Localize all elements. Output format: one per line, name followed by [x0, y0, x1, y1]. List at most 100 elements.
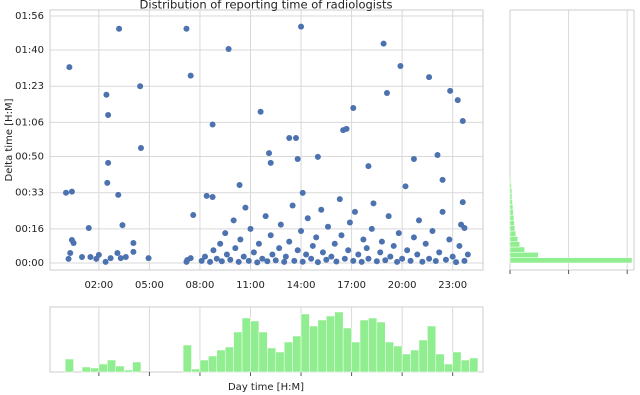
scatter-point	[145, 255, 152, 262]
hist-bar	[267, 347, 277, 373]
scatter-point	[217, 240, 224, 247]
scatter-point	[368, 225, 375, 232]
scatter-point	[429, 228, 436, 235]
scatter-point	[345, 247, 352, 254]
hist-bar	[208, 355, 218, 373]
scatter-point	[102, 258, 109, 265]
hist-bar	[509, 209, 514, 216]
y-tick-label: 01:40	[15, 45, 44, 56]
hist-bar	[509, 188, 513, 195]
scatter-point	[390, 242, 397, 249]
hist-bar	[115, 365, 125, 373]
scatter-point	[237, 236, 244, 243]
y-tick-label: 01:23	[15, 81, 44, 92]
scatter-point	[426, 255, 433, 262]
scatter-point	[318, 206, 325, 213]
scatter-point	[422, 240, 429, 247]
scatter-point	[230, 217, 237, 224]
hist-bar	[401, 353, 411, 373]
scatter-point	[289, 202, 296, 209]
scatter-point	[292, 134, 299, 141]
hist-bar	[317, 319, 327, 373]
scatter-point	[404, 247, 411, 254]
scatter-point	[341, 255, 348, 262]
scatter-point	[66, 64, 73, 71]
right-hist-frame	[509, 9, 635, 271]
hist-bar	[359, 319, 369, 373]
scatter-point	[331, 240, 338, 247]
scatter-point	[130, 248, 137, 255]
scatter-point	[350, 257, 357, 264]
scatter-point	[458, 221, 465, 228]
scatter-point	[453, 259, 460, 266]
scatter-point	[105, 111, 112, 118]
scatter-point	[415, 217, 422, 224]
scatter-point	[446, 236, 453, 243]
scatter-point	[242, 204, 249, 211]
hist-bar	[509, 220, 515, 226]
x-axis-label: Day time [H:M]	[228, 382, 304, 393]
scatter-point	[298, 228, 305, 235]
scatter-point	[439, 176, 446, 183]
scatter-point	[269, 251, 276, 258]
scatter-point	[137, 144, 144, 151]
hist-bar	[427, 325, 437, 373]
hist-bar	[283, 341, 293, 373]
scatter-point	[328, 253, 335, 260]
scatter-point	[277, 221, 284, 228]
hist-bar	[509, 257, 633, 264]
x-tick-label: 05:00	[135, 280, 164, 291]
scatter-point	[85, 225, 92, 232]
y-tick-label: 01:06	[15, 117, 44, 128]
scatter-point	[227, 256, 234, 263]
scatter-point	[304, 215, 311, 222]
scatter-point	[309, 242, 316, 249]
scatter-point	[373, 258, 380, 265]
hist-bar	[509, 241, 521, 248]
scatter-point	[299, 189, 306, 196]
scatter-point	[116, 25, 123, 32]
hist-bar	[182, 344, 192, 373]
scatter-point	[394, 258, 401, 265]
y-axis-label: Delta time [H:M]	[4, 98, 15, 181]
scatter-point	[442, 256, 449, 263]
scatter-point	[363, 245, 370, 252]
x-tick-label: 23:00	[438, 280, 467, 291]
hist-bar	[509, 193, 513, 200]
hist-bar	[509, 204, 514, 210]
hist-bar	[334, 311, 344, 373]
scatter-point	[397, 63, 404, 70]
hist-bar	[435, 353, 445, 373]
hist-bar	[443, 363, 453, 373]
hist-bar	[326, 315, 335, 373]
scatter-point	[250, 249, 257, 256]
scatter-point	[346, 219, 353, 226]
scatter-point	[395, 230, 402, 237]
scatter-point	[308, 255, 315, 262]
hist-bar	[368, 317, 378, 373]
scatter-point	[115, 191, 122, 198]
hist-bar	[300, 313, 310, 373]
scatter-point	[355, 251, 362, 258]
scatter-point	[198, 257, 205, 264]
scatter-point	[223, 251, 230, 258]
scatter-point	[382, 257, 389, 264]
scatter-point	[183, 25, 190, 32]
scatter-point	[459, 117, 466, 124]
hist-bar	[460, 359, 470, 373]
hist-bar	[342, 327, 352, 373]
scatter-point	[122, 254, 129, 261]
scatter-point	[447, 87, 454, 94]
hist-bar	[275, 351, 285, 373]
scatter-point	[105, 159, 112, 166]
scatter-point	[323, 256, 330, 263]
scatter-frame	[49, 9, 484, 271]
scatter-point	[313, 234, 320, 241]
hist-bar	[64, 358, 74, 373]
scatter-point	[222, 230, 229, 237]
scatter-point	[210, 247, 217, 254]
scatter-point	[95, 251, 102, 258]
hist-bar	[191, 368, 201, 373]
scatter-point	[436, 249, 443, 256]
hist-bar	[376, 321, 386, 373]
